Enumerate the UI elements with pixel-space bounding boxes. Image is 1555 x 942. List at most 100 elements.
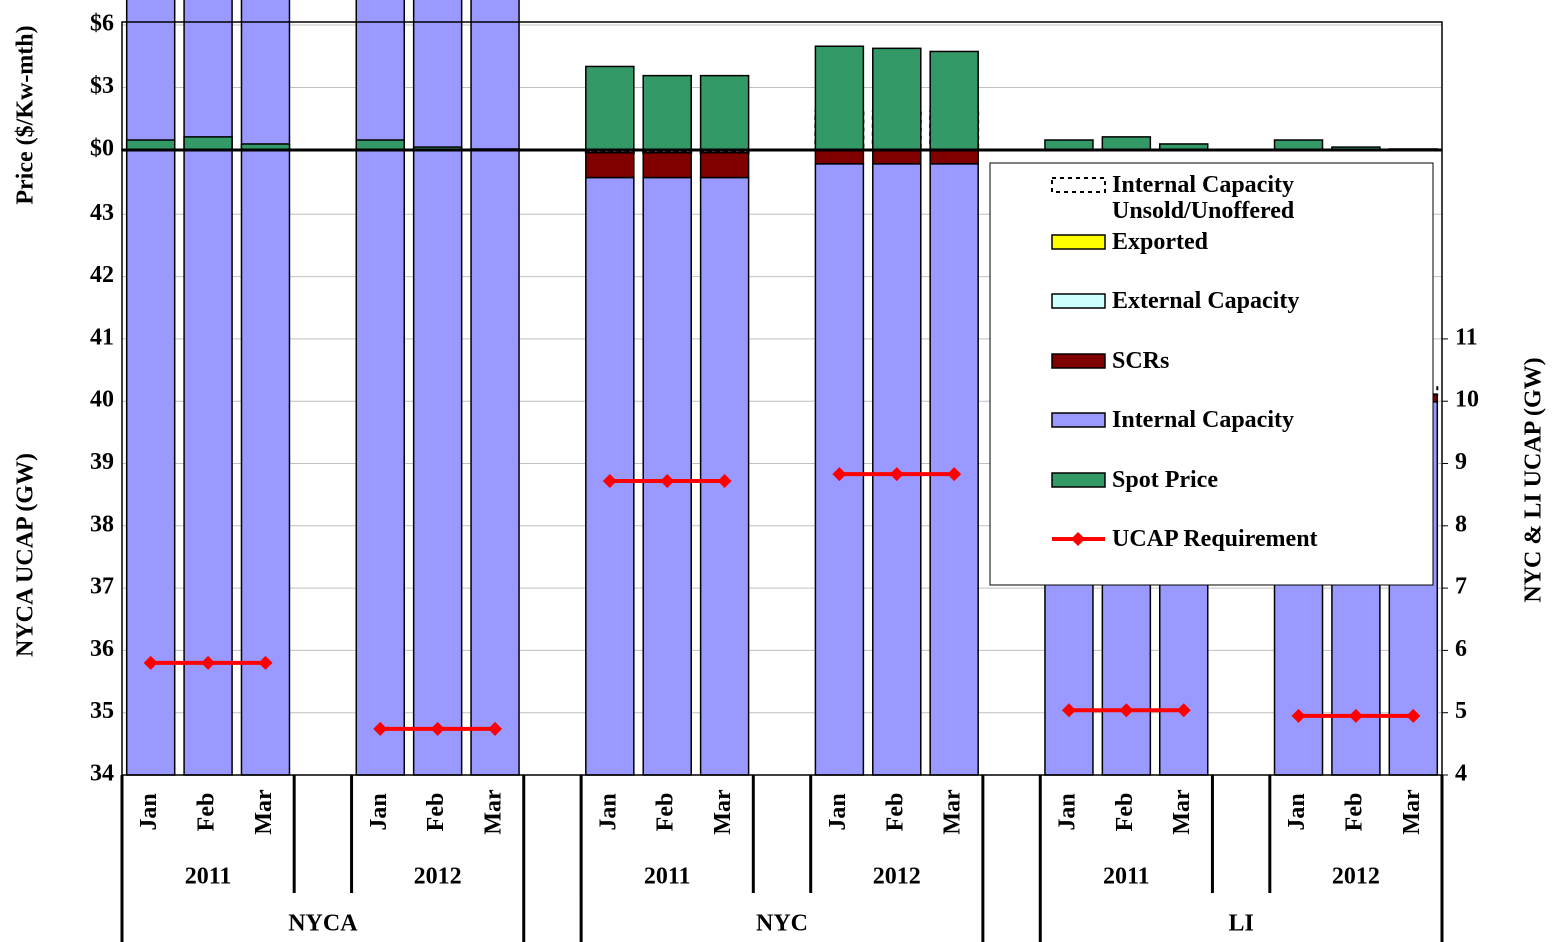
requirement-marker [430,721,445,736]
y-tick-label: 35 [90,698,114,724]
price-tick-label: $3 [90,73,114,99]
price-bar [183,136,233,151]
legend-box [989,162,1434,586]
requirement-marker [1348,708,1363,723]
y-tick-label: 39 [90,449,114,475]
legend-marker [1071,532,1085,546]
year-label: 2011 [1103,864,1150,890]
requirement-marker [947,467,962,482]
requirement-marker [488,721,503,736]
requirement-marker [889,467,904,482]
region-label: LI [1228,911,1253,937]
x-tick-label: Jan [1054,793,1080,830]
x-tick-label: Jan [595,793,621,830]
x-tick-label: Jan [136,793,162,830]
year-label: 2011 [185,864,232,890]
legend-entry: Internal Capacity Unsold/Unoffered [1112,172,1295,224]
requirement-marker [1406,708,1421,723]
bar-segment [585,151,635,179]
legend-label: Internal Capacity Unsold/Unoffered [1112,172,1295,224]
y-tick-label: 38 [90,511,114,537]
y-tick-label: 34 [90,761,114,787]
bar-segment [240,0,291,776]
requirement-marker [602,473,617,488]
legend-swatch [1051,353,1106,369]
x-tick-label: Mar [710,789,736,835]
region-label: NYC [756,911,808,937]
requirement-marker [717,473,732,488]
price-bar [585,65,635,151]
requirement-marker [143,655,158,670]
legend-entry: Spot Price [1112,467,1218,493]
y-tick-label: 42 [90,262,114,288]
legend-entry: Internal Capacity [1112,407,1294,433]
bar-segment [642,151,692,179]
requirement-marker [1119,703,1134,718]
price-bar [1101,136,1152,151]
price-bar [642,74,692,151]
y-axis-title: NYCA UCAP (GW) [13,453,39,657]
legend-label: UCAP Requirement [1112,526,1318,552]
bar-segment [412,0,463,776]
requirement-marker [660,473,675,488]
legend-label: SCRs [1112,348,1170,374]
legend-swatch [1051,234,1106,250]
plot-frame [121,149,1443,776]
year-label: 2011 [644,864,691,890]
legend-swatch [1051,293,1106,309]
price-tick-label: $6 [90,11,114,37]
legend-label: External Capacity [1112,288,1300,314]
legend-label: Spot Price [1112,467,1218,493]
x-tick-label: Feb [194,793,220,832]
x-tick-label: Mar [1169,789,1195,835]
year-label: 2012 [1332,864,1380,890]
price-bar [872,47,922,151]
requirement-marker [258,655,273,670]
legend-swatch [1051,177,1106,193]
y-tick-label: 40 [90,387,114,413]
requirement-marker [1061,703,1076,718]
price-bar [929,50,979,151]
y-tick-label: 41 [90,324,114,350]
legend-label: Internal Capacity [1112,407,1294,433]
y-tick-label: 36 [90,636,114,662]
legend-entry: SCRs [1112,348,1170,374]
bar-segment [470,0,520,776]
legend-entry: Exported [1112,229,1208,255]
legend-swatch [1051,412,1106,428]
x-tick-label: Feb [1112,793,1138,832]
year-label: 2012 [414,864,462,890]
y2-tick-label: 10 [1455,387,1479,413]
bar-segment [699,151,750,179]
price-tick-label: $0 [90,136,114,162]
x-tick-label: Mar [1399,789,1425,835]
x-tick-label: Mar [251,789,277,835]
y2-tick-label: 6 [1455,636,1467,662]
x-tick-label: Jan [1284,793,1310,830]
requirement-marker [201,655,216,670]
y2-tick-label: 5 [1455,698,1467,724]
price-axis-title: Price ($/Kw-mth) [13,25,39,204]
x-tick-label: Mar [481,789,507,835]
y2-tick-label: 11 [1455,324,1478,350]
year-label: 2012 [873,864,921,890]
x-tick-label: Jan [366,793,392,830]
y2-tick-label: 9 [1455,449,1467,475]
y2-axis-title: NYC & LI UCAP (GW) [1521,357,1547,602]
x-tick-label: Feb [882,793,908,832]
x-tick-label: Mar [940,789,966,835]
requirement-marker [373,721,388,736]
requirement-marker [1176,703,1191,718]
legend-entry: External Capacity [1112,288,1300,314]
requirement-marker [832,467,847,482]
legend-swatch [1051,472,1106,488]
y2-tick-label: 7 [1455,574,1467,600]
bar-segment [355,0,406,776]
x-tick-label: Feb [653,793,679,832]
x-tick-label: Feb [1341,793,1367,832]
region-label: NYCA [288,911,358,937]
x-tick-label: Jan [825,793,851,830]
y2-tick-label: 4 [1455,761,1467,787]
price-bar [814,45,865,151]
